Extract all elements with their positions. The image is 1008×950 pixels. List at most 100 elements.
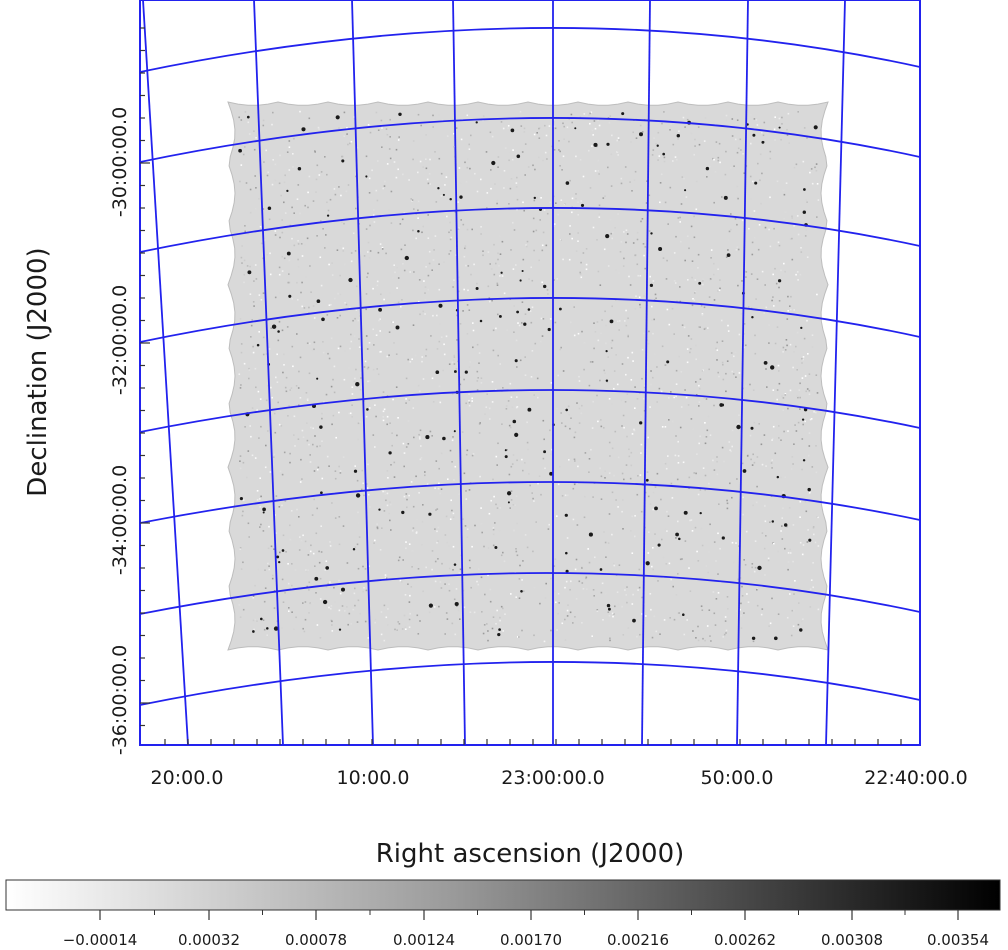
noise-pixel bbox=[240, 256, 243, 259]
noise-pixel bbox=[631, 552, 634, 554]
noise-pixel bbox=[478, 423, 481, 425]
noise-pixel bbox=[440, 452, 443, 455]
noise-pixel bbox=[424, 299, 427, 301]
noise-pixel bbox=[434, 151, 436, 153]
noise-pixel bbox=[769, 157, 772, 160]
noise-pixel bbox=[664, 528, 667, 531]
noise-pixel bbox=[642, 530, 644, 532]
noise-pixel bbox=[279, 292, 281, 295]
noise-pixel bbox=[433, 606, 436, 608]
noise-pixel bbox=[321, 417, 323, 420]
noise-pixel bbox=[622, 499, 624, 501]
noise-pixel bbox=[489, 131, 492, 134]
noise-pixel bbox=[401, 628, 404, 630]
noise-pixel bbox=[810, 418, 813, 420]
noise-pixel bbox=[575, 250, 578, 252]
noise-pixel bbox=[588, 149, 590, 152]
noise-pixel bbox=[737, 284, 739, 287]
noise-pixel bbox=[783, 217, 785, 220]
noise-pixel bbox=[418, 390, 421, 392]
noise-pixel bbox=[301, 429, 304, 432]
noise-pixel bbox=[375, 334, 378, 336]
noise-pixel bbox=[365, 483, 368, 485]
noise-pixel bbox=[751, 253, 754, 256]
noise-pixel bbox=[404, 594, 407, 596]
noise-pixel bbox=[613, 564, 616, 567]
noise-pixel bbox=[482, 632, 485, 635]
noise-pixel bbox=[412, 158, 414, 161]
noise-pixel bbox=[703, 306, 706, 309]
noise-pixel bbox=[409, 617, 411, 620]
noise-pixel bbox=[482, 115, 485, 117]
point-source bbox=[543, 284, 547, 289]
noise-pixel bbox=[597, 339, 600, 342]
noise-pixel bbox=[804, 420, 806, 423]
noise-pixel bbox=[355, 175, 357, 178]
noise-pixel bbox=[698, 384, 700, 387]
noise-pixel bbox=[718, 375, 720, 378]
noise-pixel bbox=[329, 545, 332, 547]
noise-pixel bbox=[507, 125, 510, 127]
noise-pixel bbox=[675, 235, 677, 238]
noise-pixel bbox=[429, 430, 432, 433]
noise-pixel bbox=[482, 250, 484, 252]
noise-pixel bbox=[474, 172, 476, 175]
point-source bbox=[519, 279, 522, 282]
noise-pixel bbox=[585, 577, 587, 580]
noise-pixel bbox=[608, 121, 611, 124]
noise-pixel bbox=[717, 371, 719, 374]
noise-pixel bbox=[329, 581, 331, 583]
noise-pixel bbox=[283, 257, 286, 260]
noise-pixel bbox=[448, 589, 451, 592]
noise-pixel bbox=[771, 459, 773, 461]
noise-pixel bbox=[357, 567, 360, 570]
noise-pixel bbox=[515, 596, 517, 598]
point-source bbox=[521, 269, 524, 273]
point-source bbox=[516, 310, 519, 314]
noise-pixel bbox=[550, 382, 553, 384]
point-source bbox=[802, 210, 806, 214]
noise-pixel bbox=[392, 321, 394, 323]
noise-pixel bbox=[627, 317, 629, 320]
noise-pixel bbox=[542, 457, 545, 460]
noise-pixel bbox=[522, 258, 525, 261]
noise-pixel bbox=[800, 251, 803, 253]
noise-pixel bbox=[789, 238, 792, 240]
noise-pixel bbox=[571, 197, 574, 200]
noise-pixel bbox=[790, 295, 792, 298]
noise-pixel bbox=[428, 173, 431, 175]
noise-pixel bbox=[264, 587, 267, 589]
noise-pixel bbox=[544, 124, 546, 127]
point-source bbox=[605, 350, 608, 353]
noise-pixel bbox=[604, 541, 607, 544]
noise-pixel bbox=[789, 305, 791, 307]
noise-pixel bbox=[355, 285, 358, 288]
noise-pixel bbox=[774, 342, 777, 345]
noise-pixel bbox=[682, 461, 685, 464]
noise-pixel bbox=[254, 457, 257, 459]
noise-pixel bbox=[408, 494, 410, 497]
noise-pixel bbox=[529, 310, 532, 312]
noise-pixel bbox=[533, 587, 536, 589]
noise-pixel bbox=[346, 127, 348, 129]
point-source bbox=[438, 303, 443, 308]
point-source bbox=[813, 125, 818, 130]
noise-pixel bbox=[607, 611, 610, 613]
noise-pixel bbox=[405, 628, 407, 630]
noise-pixel bbox=[278, 273, 281, 276]
noise-pixel bbox=[458, 167, 461, 169]
noise-pixel bbox=[796, 369, 798, 371]
noise-pixel bbox=[328, 357, 331, 360]
noise-pixel bbox=[405, 493, 408, 495]
noise-pixel bbox=[662, 257, 665, 259]
point-source bbox=[675, 532, 679, 537]
noise-pixel bbox=[602, 619, 604, 621]
noise-pixel bbox=[715, 560, 717, 562]
noise-pixel bbox=[766, 386, 768, 388]
noise-pixel bbox=[304, 618, 307, 621]
noise-pixel bbox=[651, 481, 653, 483]
noise-pixel bbox=[666, 530, 668, 532]
noise-pixel bbox=[753, 421, 756, 424]
noise-pixel bbox=[375, 415, 377, 418]
noise-pixel bbox=[627, 334, 629, 337]
